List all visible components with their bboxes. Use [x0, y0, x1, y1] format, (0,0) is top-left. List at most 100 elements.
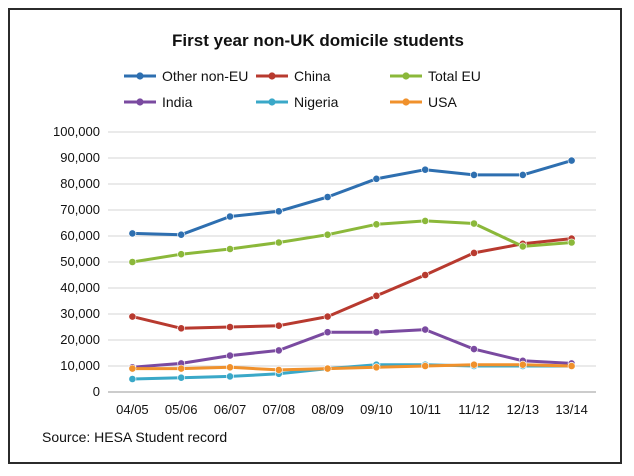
chart-frame: First year non-UK domicile students Othe…	[8, 8, 622, 464]
data-point	[518, 242, 527, 251]
data-point	[274, 207, 283, 216]
y-tick-label: 50,000	[60, 254, 100, 269]
data-point	[177, 230, 186, 239]
x-tick-label: 12/13	[507, 402, 540, 417]
legend-swatch-marker	[136, 98, 144, 106]
data-point	[323, 193, 332, 201]
data-point	[177, 364, 186, 373]
data-point	[421, 362, 430, 370]
data-point	[470, 345, 478, 353]
legend-label: India	[162, 94, 193, 110]
source-note: Source: HESA Student record	[42, 429, 227, 445]
y-tick-label: 70,000	[60, 202, 100, 217]
legend: Other non-EU China Total EU India Nigeria USA	[124, 68, 481, 110]
y-tick-label: 60,000	[60, 228, 100, 243]
data-point	[421, 325, 430, 334]
line-chart: First year non-UK domicile students Othe…	[42, 31, 596, 445]
data-point	[323, 312, 332, 321]
series-total-eu	[128, 217, 576, 266]
legend-item: China	[256, 68, 331, 84]
data-point	[518, 360, 527, 369]
legend-label: Nigeria	[294, 94, 339, 110]
data-point	[421, 165, 430, 174]
data-point	[372, 363, 381, 372]
legend-swatch-marker	[136, 72, 144, 80]
y-tick-label: 30,000	[60, 306, 100, 321]
data-point	[177, 250, 186, 259]
data-point	[567, 156, 576, 165]
y-tick-label: 20,000	[60, 332, 100, 347]
data-point	[274, 346, 283, 355]
data-point	[226, 245, 234, 253]
x-tick-label: 04/05	[116, 402, 149, 417]
x-tick-label: 06/07	[214, 402, 247, 417]
legend-swatch-marker	[268, 98, 276, 106]
legend-item: Nigeria	[256, 94, 339, 110]
data-point	[518, 170, 527, 179]
legend-item: USA	[390, 94, 457, 110]
data-point	[421, 271, 430, 279]
y-axis: 0 10,000 20,000 30,000 40,000 50,000 60,000 70,…	[53, 124, 100, 399]
x-tick-label: 11/12	[458, 402, 490, 417]
y-tick-label: 40,000	[60, 280, 100, 295]
data-point	[226, 363, 234, 372]
legend-swatch-marker	[268, 72, 276, 80]
series-other-non-eu	[128, 156, 576, 239]
y-tick-label: 0	[93, 384, 100, 399]
data-point	[226, 212, 234, 221]
data-point	[177, 373, 186, 382]
series-line	[132, 363, 572, 372]
data-point	[567, 362, 576, 370]
y-tick-label: 10,000	[60, 358, 100, 373]
x-tick-label: 08/09	[311, 402, 344, 417]
data-point	[274, 321, 283, 330]
series-line	[132, 219, 572, 264]
data-point	[323, 230, 332, 239]
y-tick-label: 100,000	[53, 124, 100, 139]
series-line	[132, 328, 572, 369]
series-line	[132, 159, 573, 237]
data-point	[128, 375, 137, 383]
data-point	[372, 328, 381, 337]
chart-title: First year non-UK domicile students	[172, 31, 464, 50]
legend-swatch-marker	[402, 98, 410, 106]
data-point	[128, 229, 137, 238]
y-tick-label: 80,000	[60, 176, 100, 191]
series-china	[128, 234, 576, 333]
data-point	[323, 328, 332, 337]
legend-label: China	[294, 68, 331, 84]
x-tick-label: 05/06	[165, 402, 198, 417]
x-tick-label: 13/14	[555, 402, 588, 417]
data-point	[372, 174, 381, 183]
data-point	[177, 324, 186, 333]
legend-swatch-marker	[402, 72, 410, 80]
data-point	[470, 248, 478, 257]
data-point	[226, 372, 234, 381]
legend-label: Other non-EU	[162, 68, 248, 84]
legend-item: Other non-EU	[124, 68, 248, 84]
y-tick-label: 90,000	[60, 150, 100, 165]
legend-item: Total EU	[390, 68, 481, 84]
data-point	[470, 360, 478, 369]
data-point	[567, 238, 576, 247]
data-point	[274, 238, 283, 247]
data-point	[128, 364, 137, 373]
x-tick-label: 10/11	[409, 402, 441, 417]
x-tick-label: 07/08	[263, 402, 296, 417]
data-point	[323, 364, 332, 373]
series-india	[128, 325, 576, 372]
data-point	[226, 351, 234, 360]
data-point	[470, 170, 478, 179]
data-point	[274, 365, 283, 374]
x-tick-label: 09/10	[360, 402, 393, 417]
legend-item: India	[124, 94, 193, 110]
legend-label: USA	[428, 94, 457, 110]
data-point	[470, 219, 478, 228]
data-point	[128, 312, 137, 321]
x-axis: 04/05 05/06 06/07 07/08 08/09 09/10 10/11 11/12…	[116, 402, 588, 417]
gridlines	[108, 131, 596, 393]
series-usa	[128, 360, 576, 374]
data-point	[226, 323, 234, 331]
legend-label: Total EU	[428, 68, 481, 84]
data-point	[372, 291, 381, 300]
